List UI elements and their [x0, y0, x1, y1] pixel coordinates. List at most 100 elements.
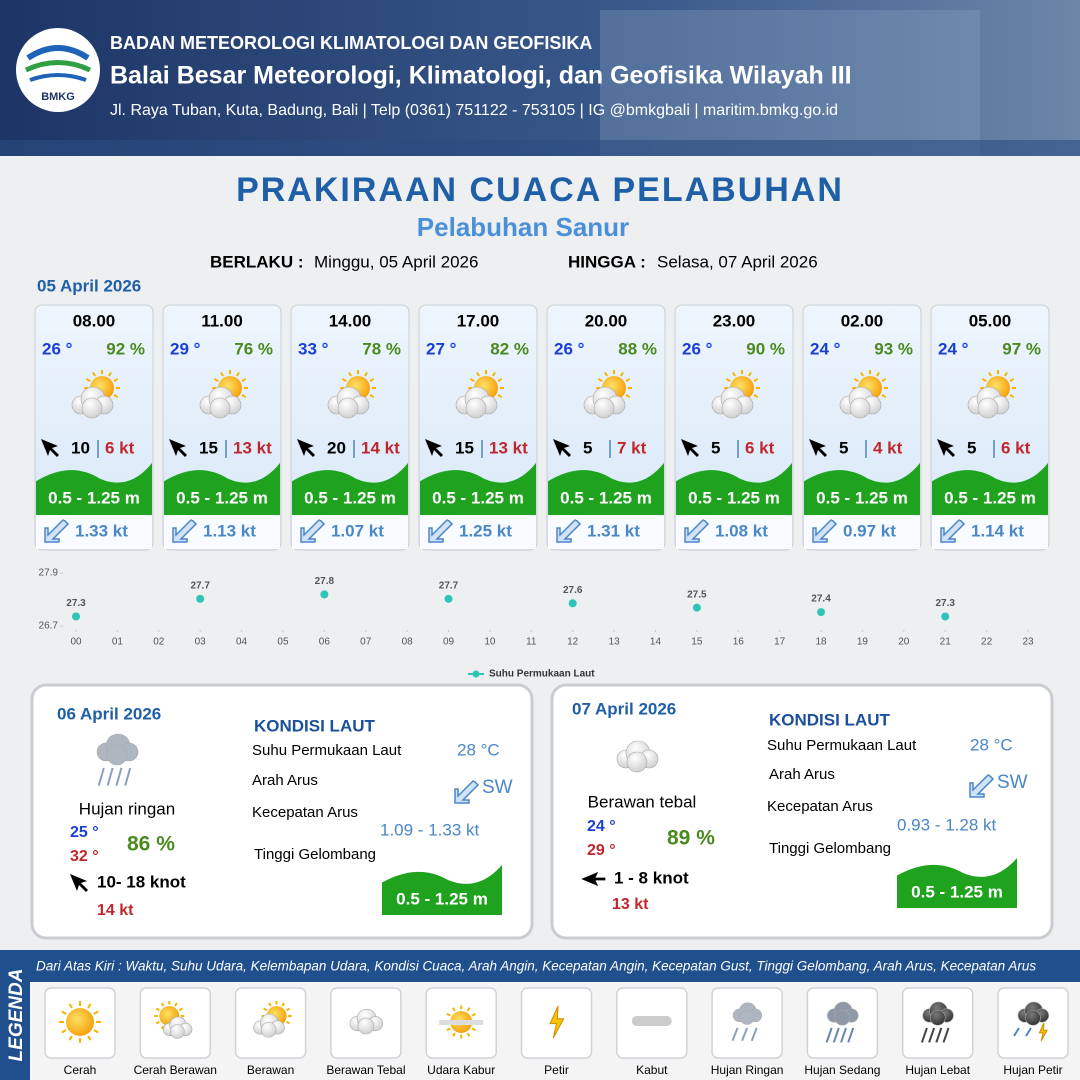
- sun-ray: [369, 394, 375, 398]
- wind-arrow: [681, 439, 699, 457]
- current-speed: 1.33 kt: [75, 521, 128, 540]
- current-direction: SW: [997, 772, 1028, 793]
- x-tick-label: 21: [940, 637, 952, 648]
- cloud-part: [929, 1009, 946, 1026]
- wave-height: 0.5 - 1.25 m: [560, 488, 652, 507]
- legend-item-label: Berawan: [247, 1063, 294, 1077]
- sst-point: [72, 612, 80, 621]
- sun-ray: [620, 371, 624, 377]
- x-tick-label: 11: [526, 637, 537, 648]
- cloud-part: [170, 1024, 185, 1039]
- sun-ray: [348, 371, 352, 377]
- sun-ray: [61, 1010, 67, 1015]
- header-floor: [0, 140, 1080, 156]
- logo-stripe: [29, 73, 87, 82]
- cloud-icon: [922, 1001, 954, 1026]
- legend-side: [0, 950, 30, 1080]
- speed-label: Kecepatan Arus: [252, 804, 358, 821]
- x-tick-label: 03: [195, 637, 207, 648]
- air-temperature: 24 °: [938, 339, 969, 358]
- wave-graphic: [36, 463, 152, 515]
- sun-ray: [492, 371, 496, 377]
- sst-value-label: 27.7: [190, 580, 210, 591]
- sun-ray: [241, 378, 247, 382]
- y-tick-label: 27.9: [39, 568, 59, 579]
- x-tick-label: 15: [691, 637, 703, 648]
- cloud-part: [1025, 1009, 1041, 1026]
- cloud-icon: [71, 386, 114, 419]
- current-speed: 1.14 kt: [971, 521, 1024, 540]
- current-speed: 0.93 - 1.28 kt: [897, 815, 997, 834]
- wind-arrow: [169, 439, 187, 457]
- wave-graphic: [420, 463, 536, 515]
- sst-value: 28 °C: [970, 735, 1013, 754]
- current-speed: 0.97 kt: [843, 521, 896, 540]
- sun-ray: [68, 1035, 73, 1041]
- humidity: 92 %: [106, 339, 145, 358]
- current-arrow: [300, 519, 326, 543]
- humidity: 82 %: [490, 339, 529, 358]
- sun-ray: [753, 394, 759, 398]
- sst-value-label: 27.4: [811, 594, 831, 605]
- gust-speed: 4 kt: [873, 438, 903, 457]
- x-tick-label: 01: [112, 637, 124, 648]
- cloud-icon: [327, 386, 370, 419]
- sun-ray: [1009, 378, 1015, 382]
- x-tick-label: 00: [70, 637, 82, 648]
- current-arrow: [556, 519, 582, 543]
- day-date: 07 April 2026: [572, 699, 676, 718]
- air-temperature: 24 °: [810, 339, 841, 358]
- humidity: 90 %: [746, 339, 785, 358]
- rain-drop: [942, 1027, 950, 1043]
- cloud-icon: [827, 1001, 859, 1026]
- legend-item-label: Berawan Tebal: [326, 1063, 405, 1077]
- x-tick-label: 22: [981, 637, 993, 648]
- current-speed: 1.07 kt: [331, 521, 384, 540]
- sun-disc: [66, 1008, 94, 1036]
- time: 23.00: [713, 311, 756, 330]
- gust-speed: 14 kt: [97, 902, 134, 919]
- legend-item-label: Hujan Petir: [1003, 1063, 1062, 1077]
- wave-height: 0.5 - 1.25 m: [48, 488, 140, 507]
- sun-ray: [160, 1002, 165, 1007]
- sun-ray: [466, 1032, 471, 1037]
- cloud-part: [721, 397, 743, 419]
- cloud-part: [209, 397, 231, 419]
- current-arrow: [684, 519, 710, 543]
- air-temperature: 29 °: [170, 339, 201, 358]
- sun-ray: [732, 371, 736, 377]
- x-tick-label: 07: [360, 637, 372, 648]
- current-speed: 1.31 kt: [587, 521, 640, 540]
- logo-text: BMKG: [41, 91, 75, 103]
- cloud-icon: [711, 386, 754, 419]
- sun-ray: [881, 394, 887, 398]
- rain-drop: [115, 767, 123, 786]
- x-tick-label: 04: [236, 637, 248, 648]
- sun-ray: [853, 378, 859, 382]
- direction-label: Arah Arus: [769, 766, 835, 783]
- wave-graphic: [292, 463, 408, 515]
- sun-ray: [1009, 394, 1015, 398]
- subtitle: Pelabuhan Sanur: [417, 212, 629, 242]
- sun-ray: [160, 1025, 165, 1030]
- rain-drop: [97, 767, 105, 786]
- x-tick-label: 05: [277, 637, 289, 648]
- sun-ray: [725, 378, 731, 382]
- logo-circle: [16, 28, 100, 112]
- current-arrow: [940, 519, 966, 543]
- sea-heading: KONDISI LAUT: [254, 716, 376, 735]
- time: 08.00: [73, 311, 116, 330]
- rain-drop: [920, 1027, 928, 1043]
- gust-speed: 6 kt: [1001, 438, 1031, 457]
- legend-item-label: Cerah: [64, 1063, 97, 1077]
- wave-graphic: [932, 463, 1048, 515]
- temp-max: 29 °: [587, 842, 616, 859]
- sst-value-label: 27.6: [563, 585, 583, 596]
- sun-ray: [1004, 371, 1008, 377]
- sun-ray: [87, 1003, 92, 1009]
- cloud-part: [357, 1017, 375, 1035]
- sun-ray: [155, 1020, 160, 1025]
- gust-speed: 13 kt: [233, 438, 272, 457]
- sun-ray: [236, 371, 240, 377]
- sun-ray: [860, 371, 864, 377]
